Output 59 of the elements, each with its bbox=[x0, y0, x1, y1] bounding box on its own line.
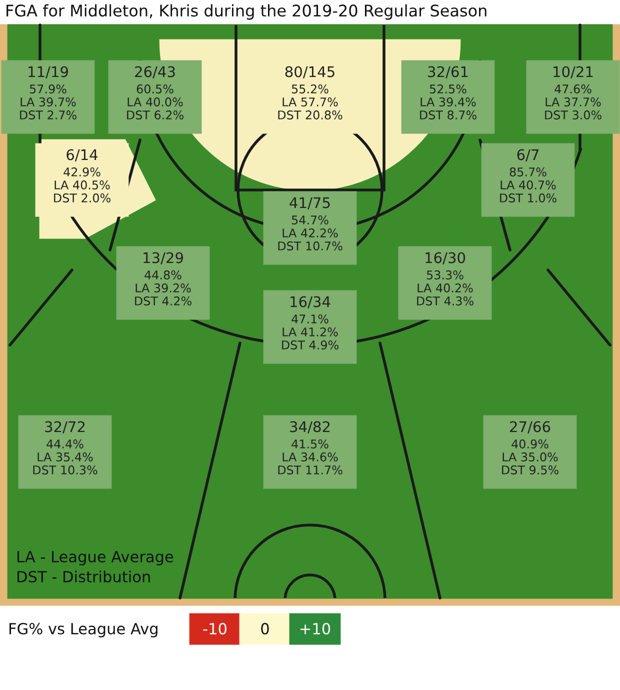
category-label: 32/61 bbox=[428, 66, 468, 78]
text: DST 2.7% bbox=[20, 110, 76, 120]
category-label: 6/7 bbox=[517, 149, 538, 162]
text: LA 35.0% bbox=[502, 452, 558, 462]
data-label: 85.7% bbox=[510, 167, 546, 176]
category-label: 16/34 bbox=[290, 296, 330, 308]
text: LA 35.4% bbox=[38, 452, 93, 462]
text: DST 11.7% bbox=[278, 465, 342, 474]
category-label: 26/43 bbox=[135, 66, 175, 78]
text: LA 40.7% bbox=[500, 180, 556, 190]
category-label: 16/30 bbox=[426, 252, 466, 264]
text: LA 40.0% bbox=[128, 97, 183, 106]
data-label: 52.5% bbox=[430, 84, 466, 94]
data-label: 55.2% bbox=[292, 84, 328, 94]
text: LA 39.7% bbox=[20, 97, 76, 106]
text: DST 4.3% bbox=[417, 296, 474, 306]
text: DST 1.0% bbox=[500, 193, 556, 202]
text: DST - Distribution bbox=[18, 570, 150, 582]
text: DST 20.8% bbox=[278, 110, 342, 120]
data-label: 57.9% bbox=[30, 84, 66, 94]
category-label: 41/75 bbox=[290, 197, 330, 210]
text: DST 10.7% bbox=[278, 241, 342, 250]
data-label: 44.8% bbox=[144, 270, 182, 280]
category-label: 10/21 bbox=[554, 66, 593, 78]
text: DST 6.2% bbox=[127, 110, 184, 120]
text: FGA for Middleton, Khris during the 2019-20 Regular Season bbox=[6, 4, 486, 20]
text: LA 34.6% bbox=[282, 452, 338, 462]
category-label: 32/72 bbox=[45, 421, 85, 434]
category-label: 13/29 bbox=[144, 252, 183, 264]
data-label: 41.5% bbox=[292, 439, 328, 448]
text: LA 57.7% bbox=[282, 97, 338, 106]
text: LA - League Average bbox=[18, 551, 174, 566]
data-label: 60.5% bbox=[136, 84, 174, 94]
data-label: 54.7% bbox=[292, 215, 328, 224]
data-label: 47.6% bbox=[554, 84, 592, 94]
category-label: 27/66 bbox=[510, 421, 550, 434]
text: LA 42.2% bbox=[282, 228, 338, 238]
data-label: 40.9% bbox=[512, 439, 548, 448]
text: DST 8.7% bbox=[420, 110, 476, 120]
text: DST 3.0% bbox=[545, 110, 602, 120]
category-label: +10 bbox=[300, 622, 330, 634]
text: LA 40.2% bbox=[418, 283, 473, 292]
category-label: 80/145 bbox=[285, 66, 334, 78]
category-label: 34/82 bbox=[290, 421, 330, 434]
category-label: -10 bbox=[203, 622, 226, 634]
data-label: 44.4% bbox=[46, 439, 84, 448]
data-label: 47.1% bbox=[292, 314, 328, 324]
category-label: 0 bbox=[261, 622, 269, 634]
text: DST 4.2% bbox=[135, 296, 192, 306]
data-label: 53.3% bbox=[426, 270, 464, 280]
text: LA 39.4% bbox=[420, 97, 476, 106]
text: LA 41.2% bbox=[282, 327, 338, 336]
text: DST 9.5% bbox=[502, 465, 558, 474]
text: DST 10.3% bbox=[33, 465, 98, 474]
text: DST 4.9% bbox=[282, 340, 338, 350]
category-label: 11/19 bbox=[28, 66, 68, 78]
text: FG% vs League Avg bbox=[10, 622, 158, 638]
text: LA 37.7% bbox=[546, 97, 601, 106]
text: LA 39.2% bbox=[136, 283, 191, 292]
